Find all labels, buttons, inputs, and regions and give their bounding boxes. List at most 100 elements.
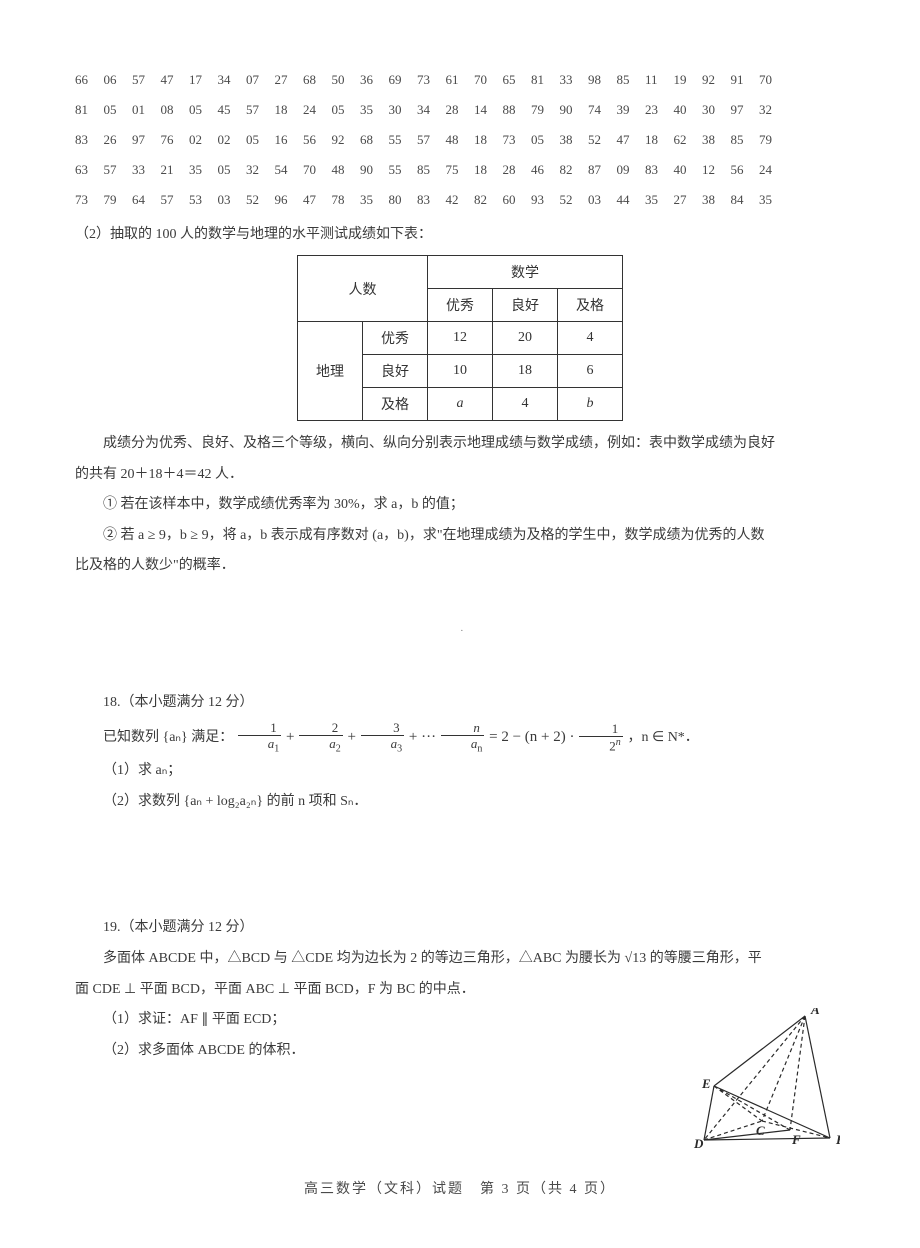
number-cell: 92 — [702, 65, 719, 95]
number-cell: 97 — [132, 125, 149, 155]
number-cell: 63 — [75, 155, 92, 185]
number-cell: 35 — [360, 185, 377, 215]
number-cell: 56 — [731, 155, 748, 185]
number-cell: 69 — [389, 65, 406, 95]
svg-text:E: E — [701, 1076, 711, 1091]
number-cell: 09 — [617, 155, 634, 185]
number-cell: 28 — [446, 95, 463, 125]
number-cell: 05 — [218, 155, 235, 185]
number-cell: 24 — [759, 155, 776, 185]
number-cell: 75 — [446, 155, 463, 185]
number-cell: 35 — [759, 185, 776, 215]
number-cell: 97 — [731, 95, 748, 125]
number-cell: 82 — [474, 185, 491, 215]
number-cell: 40 — [674, 95, 691, 125]
svg-text:F: F — [791, 1132, 801, 1147]
fold-mark: · — [460, 625, 464, 637]
svg-text:B: B — [835, 1132, 840, 1147]
q17-desc-line2: 的共有 20＋18＋4＝42 人． — [75, 462, 845, 489]
number-cell: 85 — [731, 125, 748, 155]
number-cell: 03 — [588, 185, 605, 215]
number-cell: 54 — [275, 155, 292, 185]
number-cell: 38 — [702, 185, 719, 215]
number-cell: 14 — [474, 95, 491, 125]
number-cell: 35 — [645, 185, 662, 215]
number-cell: 27 — [275, 65, 292, 95]
number-cell: 57 — [417, 125, 434, 155]
number-cell: 38 — [560, 125, 577, 155]
number-cell: 33 — [132, 155, 149, 185]
number-cell: 57 — [246, 95, 263, 125]
number-cell: 32 — [759, 95, 776, 125]
number-cell: 11 — [645, 65, 662, 95]
number-cell: 68 — [360, 125, 377, 155]
number-cell: 88 — [503, 95, 520, 125]
number-cell: 47 — [617, 125, 634, 155]
number-cell: 24 — [303, 95, 320, 125]
number-cell: 60 — [503, 185, 520, 215]
number-cell: 27 — [674, 185, 691, 215]
svg-text:A: A — [810, 1008, 820, 1017]
svg-text:D: D — [693, 1136, 704, 1148]
number-row: 8326977602020516569268555748187305385247… — [75, 125, 845, 155]
q19-stem-line2: 面 CDE ⊥ 平面 BCD，平面 ABC ⊥ 平面 BCD，F 为 BC 的中… — [75, 977, 845, 1004]
polyhedron-figure: A E D C F B — [690, 1008, 840, 1148]
number-cell: 05 — [332, 95, 349, 125]
number-cell: 32 — [246, 155, 263, 185]
number-cell: 81 — [531, 65, 548, 95]
number-cell: 07 — [246, 65, 263, 95]
page-footer: 高三数学（文科）试题 第 3 页（共 4 页） — [0, 1178, 920, 1198]
number-cell: 73 — [417, 65, 434, 95]
number-cell: 05 — [104, 95, 121, 125]
number-cell: 48 — [332, 155, 349, 185]
cell: 18 — [493, 355, 558, 388]
number-cell: 36 — [360, 65, 377, 95]
number-cell: 55 — [389, 155, 406, 185]
number-cell: 18 — [474, 125, 491, 155]
q17-sub2-line2: 比及格的人数少"的概率． — [75, 553, 845, 580]
number-cell: 03 — [218, 185, 235, 215]
number-cell: 55 — [389, 125, 406, 155]
number-cell: 98 — [588, 65, 605, 95]
number-cell: 45 — [218, 95, 235, 125]
number-cell: 82 — [560, 155, 577, 185]
table-corner: 人数 — [298, 256, 428, 322]
number-cell: 50 — [332, 65, 349, 95]
number-cell: 44 — [617, 185, 634, 215]
number-cell: 18 — [275, 95, 292, 125]
number-cell: 79 — [531, 95, 548, 125]
q17-sub2-line1: ② 若 a ≥ 9，b ≥ 9，将 a，b 表示成有序数对 (a，b)，求"在地… — [75, 523, 845, 550]
number-cell: 61 — [446, 65, 463, 95]
number-cell: 53 — [189, 185, 206, 215]
number-row: 6357332135053254704890558575182846828709… — [75, 155, 845, 185]
score-cross-table: 人数 数学 优秀 良好 及格 地理 优秀 12 20 4 良好 10 18 6 … — [297, 255, 623, 421]
number-cell: 68 — [303, 65, 320, 95]
number-cell: 52 — [246, 185, 263, 215]
number-cell: 38 — [702, 125, 719, 155]
cell: a — [428, 388, 493, 421]
row-header: 优秀 — [363, 322, 428, 355]
cell: b — [558, 388, 623, 421]
row-header: 及格 — [363, 388, 428, 421]
number-cell: 02 — [189, 125, 206, 155]
number-cell: 02 — [218, 125, 235, 155]
number-cell: 46 — [531, 155, 548, 185]
table-row-group: 地理 — [298, 322, 363, 421]
svg-text:C: C — [756, 1123, 765, 1138]
number-cell: 92 — [332, 125, 349, 155]
q19-stem-line1: 多面体 ABCDE 中，△BCD 与 △CDE 均为边长为 2 的等边三角形，△… — [75, 946, 845, 973]
number-cell: 05 — [531, 125, 548, 155]
number-cell: 83 — [417, 185, 434, 215]
number-cell: 35 — [360, 95, 377, 125]
number-cell: 91 — [731, 65, 748, 95]
number-cell: 70 — [474, 65, 491, 95]
number-cell: 66 — [75, 65, 92, 95]
number-cell: 80 — [389, 185, 406, 215]
q18-head: 18.（本小题满分 12 分） — [75, 690, 845, 717]
question-18: 18.（本小题满分 12 分） 已知数列 {aₙ} 满足： 1a1 + 2a2 … — [75, 690, 845, 815]
number-cell: 52 — [560, 185, 577, 215]
cell: 12 — [428, 322, 493, 355]
number-cell: 85 — [617, 65, 634, 95]
number-cell: 17 — [189, 65, 206, 95]
number-cell: 21 — [161, 155, 178, 185]
